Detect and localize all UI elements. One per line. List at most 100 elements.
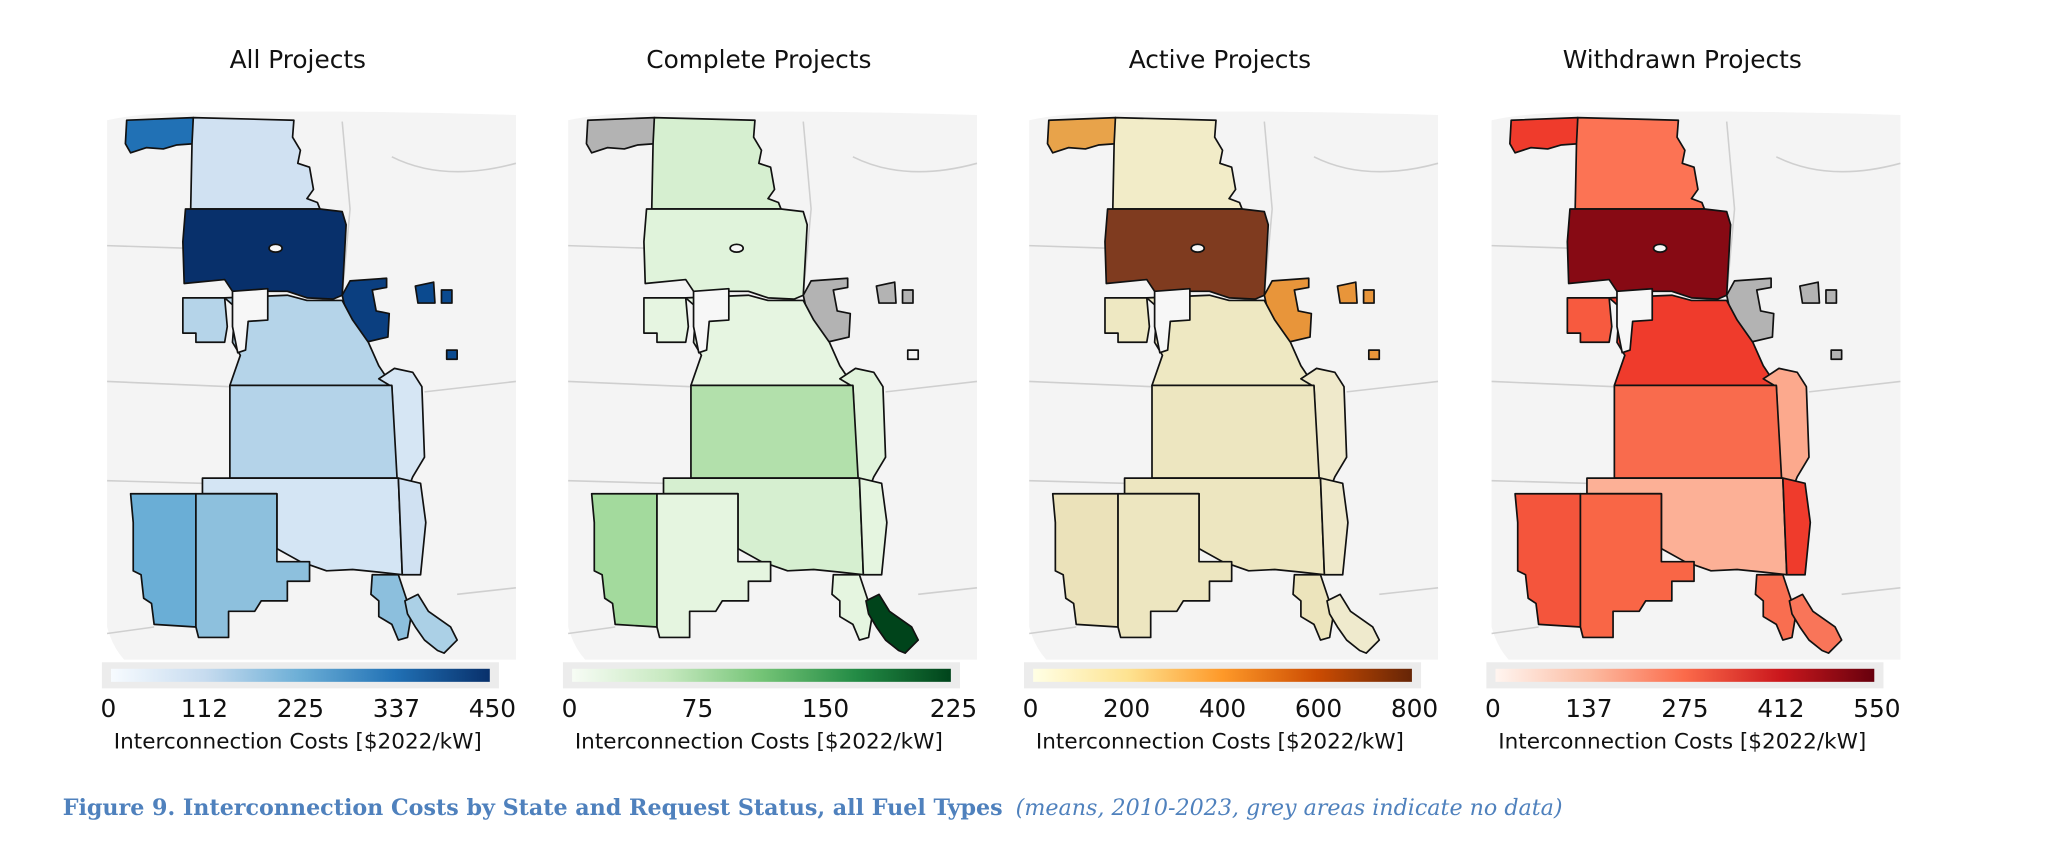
colorbar-tick-label: 0 [1023,694,1039,723]
state-boundary-line [918,587,978,596]
map-region-sq3 [906,349,920,361]
colorbar-tick-label: 225 [277,694,324,723]
colorbar-tick-label: 550 [1853,694,1900,723]
colorbar-label: Interconnection Costs [$2022/kW] [1498,729,1866,754]
colorbar-tick-label: 137 [1565,694,1612,723]
map-panel: Active Projects 0 200 400 600 800 Interconnect… [1023,45,1439,754]
map-region-ks [690,384,859,479]
colorbar-tick-label: 450 [469,694,516,723]
map-region-sq2 [1825,289,1838,304]
colorbar [111,668,490,682]
panel-title: All Projects [230,45,366,74]
colorbar-label: Interconnection Costs [$2022/kW] [1036,729,1404,754]
state-boundary-line [1379,587,1439,596]
state-boundary-line [457,587,517,596]
caption-italic: (means, 2010-2023, grey areas indicate n… [1016,795,1563,821]
map-region-ar [1319,477,1349,576]
colorbar-label: Interconnection Costs [$2022/kW] [575,729,943,754]
map-region-sq3 [445,349,458,361]
state-boundary-line [1491,626,1539,635]
colorbar-tick-label: 112 [181,694,228,723]
map-region-nme [1579,492,1695,639]
colorbar-tick-label: 412 [1757,694,1804,723]
state-boundary-line [424,380,517,393]
map-region-hole [729,243,745,253]
state-boundary-line [1841,587,1901,596]
state-boundary-line [568,244,647,249]
state-boundary-line [885,380,978,393]
colorbar-tick-label: 0 [101,694,117,723]
caption-bold: Figure 9. Interconnection Costs by State… [63,795,1003,821]
state-boundary-line [1313,156,1439,173]
map-region-hole [1616,287,1654,354]
map-region-sq1 [1798,281,1821,304]
colorbar-tick-label: 225 [930,694,977,723]
map-region-nme [195,492,311,639]
colorbar-tick-label: 275 [1661,694,1708,723]
colorbar-tick-label: 75 [682,694,714,723]
map-region-la [1326,593,1381,654]
colorbar-tick-label: 400 [1199,694,1246,723]
map-region-sd [1104,208,1270,301]
state-boundary-line [1775,156,1901,173]
figure-caption: Figure 9. Interconnection Costs by State… [63,795,1563,821]
map-region-sq1 [1336,281,1358,304]
map-region-hole [231,287,269,354]
map-region-sd [643,208,809,301]
map-region-strip [643,296,690,344]
colorbar-tick-label: 600 [1295,694,1342,723]
map-region-hole [1190,243,1206,253]
state-boundary-line [106,626,155,635]
state-boundary-line [1029,479,1125,485]
state-boundary-line [391,156,517,173]
map-region-ar [1782,477,1812,576]
map-region-sd [1566,208,1732,301]
colorbar-tick-label: 800 [1391,694,1438,723]
map-region-ks [229,384,398,479]
map-region-sd [182,208,347,301]
map-panel: All Projects 0 112 225 337 450 Interconnection… [101,45,517,754]
map-region-hole [1652,243,1668,253]
state-boundary-line [1491,380,1615,388]
map-region-ar [397,477,427,576]
state-boundary-line [568,479,664,485]
state-boundary-line [568,380,691,388]
map-region-la [1788,593,1843,654]
state-boundary-line [1029,244,1108,249]
colorbar [1033,668,1412,682]
state-boundary-line [1029,626,1077,635]
state-boundary-line [1491,244,1570,249]
state-boundary-line [341,121,351,296]
state-boundary-line [1263,121,1273,296]
map-region-ks [1151,384,1321,479]
map-region-strip [182,296,229,344]
map-region-strip [1566,296,1613,344]
map-region-sq2 [440,289,453,304]
map-region-tx [1292,573,1335,641]
colorbar [1495,668,1875,682]
state-boundary-line [1491,479,1587,485]
colorbar-tick-label: 150 [802,694,849,723]
map-region-sq1 [875,281,897,304]
state-boundary-line [107,380,230,388]
map-region-sq1 [414,281,436,304]
colorbar [572,668,951,682]
map-region-tx [370,573,413,641]
map-region-ks [1613,384,1783,479]
map-region-sq3 [1367,349,1381,361]
state-boundary-line [852,156,978,173]
map-region-tx [831,573,874,641]
map-region-hole [692,287,730,354]
colorbar-tick-label: 0 [562,694,578,723]
state-boundary-line [1029,380,1153,388]
state-boundary-line [1725,121,1736,296]
map-region-hole [268,243,283,253]
panel-title: Complete Projects [646,45,871,74]
colorbar-tick-label: 200 [1103,694,1150,723]
panel-title: Withdrawn Projects [1563,45,1802,74]
panel-title: Active Projects [1129,45,1311,74]
state-boundary-line [107,479,203,485]
map-region-hole [1153,287,1191,354]
